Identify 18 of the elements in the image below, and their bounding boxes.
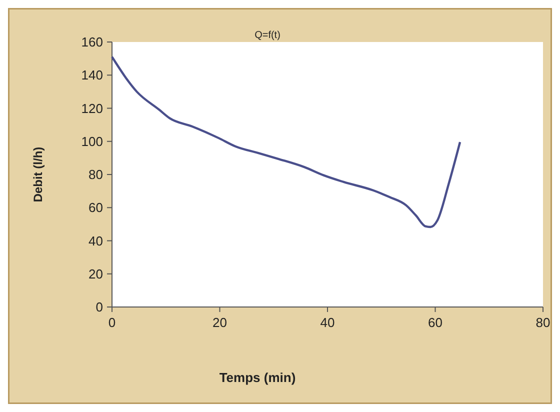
y-tick-label: 140: [81, 68, 103, 83]
x-tick-label: 20: [212, 315, 227, 330]
y-axis-title: Debit (l/h): [31, 146, 45, 202]
y-tick-label: 80: [88, 167, 103, 182]
y-tick-label: 40: [88, 233, 103, 248]
y-tick-label: 120: [81, 100, 103, 116]
y-tick-label: 60: [88, 200, 103, 216]
x-tick-label: 40: [320, 315, 335, 330]
x-tick-label: 80: [536, 315, 550, 330]
y-tick-label: 100: [81, 134, 103, 149]
y-tick-label: 20: [88, 266, 103, 282]
y-tick-label: 160: [81, 34, 103, 50]
chart-title: Q=f(t): [254, 30, 280, 41]
x-tick-label: 0: [108, 315, 116, 330]
line-series: [110, 56, 462, 228]
x-tick-label: 60: [428, 315, 442, 330]
x-axis-title: Temps (min): [219, 370, 296, 385]
y-tick-label: 0: [96, 300, 103, 314]
